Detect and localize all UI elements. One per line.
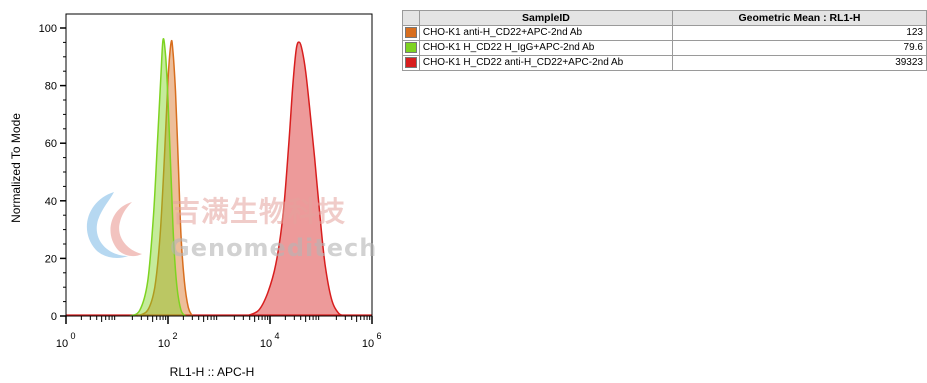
geometric-mean-cell: 39323	[672, 55, 927, 71]
series-layer	[66, 37, 372, 317]
y-tick-label: 40	[45, 196, 57, 208]
swatch-cell	[402, 25, 420, 41]
swatch-header-cell	[402, 10, 420, 26]
series-line-0	[136, 39, 193, 317]
x-tick-exponent: 2	[172, 331, 177, 341]
x-tick-label: 10	[158, 338, 170, 350]
series-line-1	[129, 37, 187, 317]
statistics-table: SampleID Geometric Mean : RL1-H CHO-K1 a…	[402, 10, 927, 71]
x-axis-title: RL1-H :: APC-H	[170, 365, 255, 379]
series-area-0	[137, 40, 193, 317]
table-row: CHO-K1 anti-H_CD22+APC-2nd Ab 123	[402, 25, 927, 41]
sample-id-cell: CHO-K1 H_CD22 H_IgG+APC-2nd Ab	[418, 40, 674, 56]
y-tick-label: 20	[45, 253, 57, 265]
color-swatch	[404, 26, 417, 38]
sample-id-cell: CHO-K1 anti-H_CD22+APC-2nd Ab	[418, 25, 674, 41]
y-tick-label: 80	[45, 81, 57, 93]
table-row: CHO-K1 H_CD22 anti-H_CD22+APC-2nd Ab 393…	[402, 55, 927, 71]
color-swatch	[404, 41, 417, 53]
y-tick-label: 60	[45, 138, 57, 150]
series-area-2	[246, 42, 346, 316]
sample-id-cell: CHO-K1 H_CD22 anti-H_CD22+APC-2nd Ab	[418, 55, 674, 71]
sample-id-header: SampleID	[418, 10, 674, 26]
swatch-cell	[402, 55, 420, 71]
x-tick-label: 10	[260, 338, 272, 350]
series-line-2	[246, 41, 346, 317]
plot-frame	[65, 13, 373, 317]
statistics-header-row: SampleID Geometric Mean : RL1-H	[402, 10, 927, 26]
y-tick-label: 100	[39, 23, 57, 35]
geometric-mean-cell: 79.6	[672, 40, 927, 56]
series-area-1	[130, 38, 186, 317]
x-tick-label: 10	[362, 338, 374, 350]
x-tick-label: 10	[56, 338, 68, 350]
geometric-mean-cell: 123	[672, 25, 927, 41]
x-tick-exponent: 6	[376, 331, 381, 341]
color-swatch	[404, 56, 417, 68]
y-axis-title: Normalized To Mode	[9, 113, 23, 223]
x-tick-exponent: 4	[274, 331, 279, 341]
swatch-cell	[402, 40, 420, 56]
table-row: CHO-K1 H_CD22 H_IgG+APC-2nd Ab 79.6	[402, 40, 927, 56]
y-tick-label: 0	[51, 311, 57, 323]
x-tick-exponent: 0	[70, 331, 75, 341]
geometric-mean-header: Geometric Mean : RL1-H	[672, 10, 927, 26]
